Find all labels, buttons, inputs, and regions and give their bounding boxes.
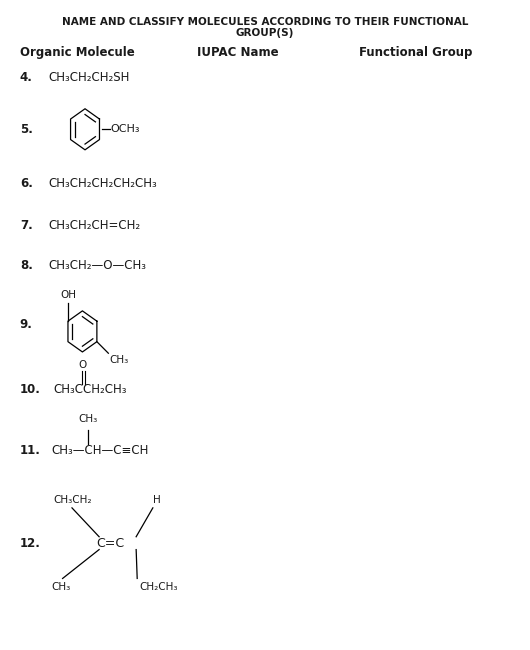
Text: CH₃CH₂: CH₃CH₂ xyxy=(54,495,92,504)
Text: NAME AND CLASSIFY MOLECULES ACCORDING TO THEIR FUNCTIONAL: NAME AND CLASSIFY MOLECULES ACCORDING TO… xyxy=(62,17,468,27)
Text: CH₃: CH₃ xyxy=(51,582,70,592)
Text: IUPAC Name: IUPAC Name xyxy=(197,46,279,59)
Text: CH₃CH₂CH₂CH₂CH₃: CH₃CH₂CH₂CH₂CH₃ xyxy=(49,177,157,190)
Text: 8.: 8. xyxy=(20,259,33,272)
Text: OCH₃: OCH₃ xyxy=(110,124,139,135)
Text: C=C: C=C xyxy=(96,537,125,550)
Text: CH₃CH₂CH₂SH: CH₃CH₂CH₂SH xyxy=(49,72,130,84)
Text: 11.: 11. xyxy=(20,443,41,456)
Text: Organic Molecule: Organic Molecule xyxy=(20,46,135,59)
Text: 12.: 12. xyxy=(20,537,41,550)
Text: CH₃CH₂—O—CH₃: CH₃CH₂—O—CH₃ xyxy=(49,259,146,272)
Text: 9.: 9. xyxy=(20,318,33,332)
Text: CH₃: CH₃ xyxy=(109,354,129,365)
Text: O: O xyxy=(79,360,87,370)
Text: 7.: 7. xyxy=(20,219,32,232)
Text: Functional Group: Functional Group xyxy=(359,46,472,59)
Text: 10.: 10. xyxy=(20,383,41,396)
Text: 6.: 6. xyxy=(20,177,33,190)
Text: 4.: 4. xyxy=(20,72,33,84)
Text: CH₂CH₃: CH₂CH₃ xyxy=(140,582,178,592)
Text: OH: OH xyxy=(60,290,76,300)
Text: CH₃CH₂CH=CH₂: CH₃CH₂CH=CH₂ xyxy=(49,219,140,232)
Text: H: H xyxy=(153,495,161,504)
Text: CH₃CCH₂CH₃: CH₃CCH₂CH₃ xyxy=(54,383,127,396)
Text: GROUP(S): GROUP(S) xyxy=(236,28,294,38)
Text: 5.: 5. xyxy=(20,123,33,136)
Text: CH₃: CH₃ xyxy=(78,415,98,424)
Text: CH₃—CH—C≡CH: CH₃—CH—C≡CH xyxy=(51,443,148,456)
